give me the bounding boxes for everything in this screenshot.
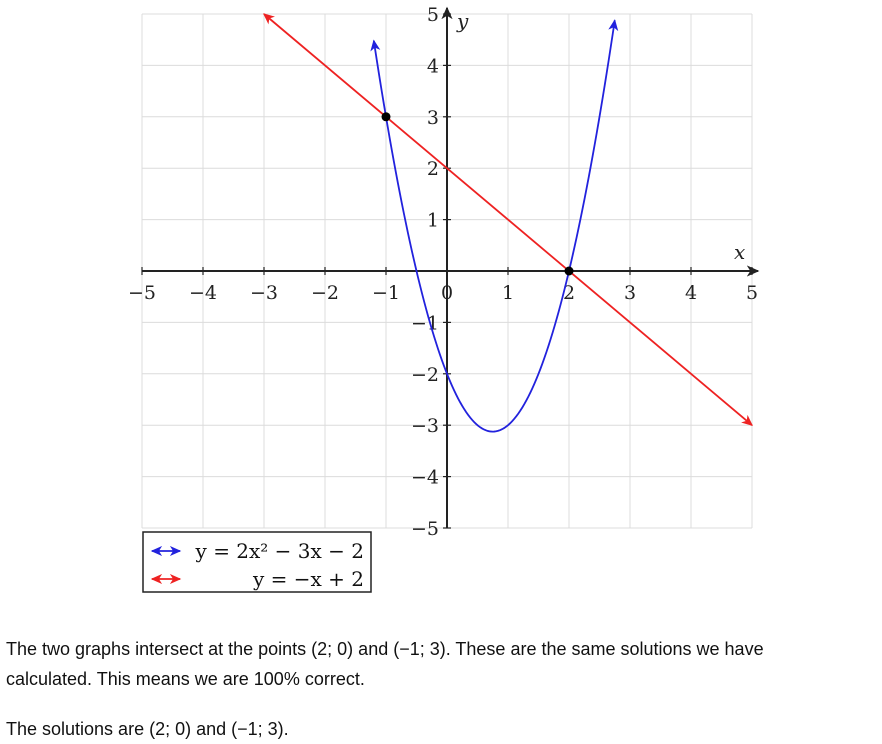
x-tick-label: 5 bbox=[746, 282, 758, 304]
y-tick-label: 4 bbox=[427, 55, 439, 77]
x-tick-label: 0 bbox=[441, 282, 453, 304]
x-tick-label: −1 bbox=[372, 282, 400, 304]
conclusion-text: calculated. This means we are 100% corre… bbox=[6, 669, 365, 689]
y-tick-label: −5 bbox=[411, 518, 439, 540]
x-axis-label: x bbox=[734, 240, 745, 264]
series-line bbox=[263, 13, 753, 427]
x-tick-label: −4 bbox=[189, 282, 217, 304]
legend-label: y = 2x² − 3x − 2 bbox=[195, 539, 364, 563]
y-tick-label: 1 bbox=[427, 210, 439, 232]
y-tick-label: 3 bbox=[427, 107, 439, 129]
x-tick-label: −2 bbox=[311, 282, 339, 304]
x-tick-label: 3 bbox=[624, 282, 636, 304]
intersection-point bbox=[564, 266, 574, 276]
intersection-point bbox=[381, 112, 391, 122]
intersection-text: The two graphs intersect at the points (… bbox=[6, 639, 764, 659]
y-axis-label: y bbox=[456, 9, 469, 33]
y-tick-label: −1 bbox=[411, 312, 439, 334]
x-tick-label: 4 bbox=[685, 282, 697, 304]
legend: y = 2x² − 3x − 2 y = −x + 2 bbox=[142, 531, 372, 593]
series-parabola bbox=[370, 19, 619, 433]
solutions-text: The solutions are (2; 0) and (−1; 3). bbox=[6, 719, 289, 739]
y-tick-label: −3 bbox=[411, 415, 439, 437]
axes: xy bbox=[142, 6, 760, 528]
x-tick-label: 1 bbox=[502, 282, 514, 304]
x-tick-label: −5 bbox=[128, 282, 156, 304]
series bbox=[263, 13, 753, 433]
y-tick-label: 2 bbox=[427, 158, 439, 180]
legend-label: y = −x + 2 bbox=[252, 567, 364, 591]
intersection-points bbox=[381, 112, 574, 276]
y-tick-label: −2 bbox=[411, 364, 439, 386]
y-tick-label: −4 bbox=[411, 467, 439, 489]
x-tick-label: −3 bbox=[250, 282, 278, 304]
y-tick-label: 5 bbox=[427, 4, 439, 26]
